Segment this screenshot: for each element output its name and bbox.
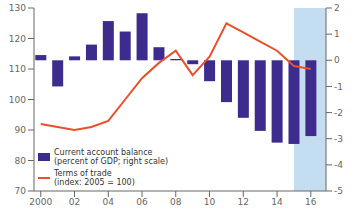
html-text:(index: 2005 = 100): (index: 2005 = 100) bbox=[54, 178, 135, 187]
svg-text:120: 120 bbox=[9, 34, 26, 44]
svg-text:-1: -1 bbox=[334, 82, 343, 92]
html-text:Terms of trade: Terms of trade bbox=[54, 169, 112, 178]
svg-text:100: 100 bbox=[9, 95, 26, 105]
svg-text:0: 0 bbox=[334, 55, 340, 65]
svg-text:90: 90 bbox=[15, 125, 27, 135]
svg-text:70: 70 bbox=[15, 186, 27, 196]
svg-text:14: 14 bbox=[271, 197, 283, 207]
svg-text:2: 2 bbox=[334, 3, 340, 13]
svg-text:04: 04 bbox=[103, 197, 115, 207]
svg-text:08: 08 bbox=[170, 197, 182, 207]
svg-text:-3: -3 bbox=[334, 134, 343, 144]
svg-text:-5: -5 bbox=[334, 186, 343, 196]
svg-text:02: 02 bbox=[69, 197, 80, 207]
svg-text:130: 130 bbox=[9, 3, 26, 13]
html-text:Current account balance: Current account balance bbox=[54, 148, 153, 157]
svg-text:16: 16 bbox=[305, 197, 317, 207]
svg-text:12: 12 bbox=[238, 197, 249, 207]
svg-text:-2: -2 bbox=[334, 108, 343, 118]
svg-text:1: 1 bbox=[334, 29, 340, 39]
html-text:(percent of GDP; right scale): (percent of GDP; right scale) bbox=[54, 157, 169, 166]
svg-text:10: 10 bbox=[204, 197, 216, 207]
svg-text:110: 110 bbox=[9, 64, 26, 74]
svg-text:80: 80 bbox=[15, 156, 27, 166]
svg-text:06: 06 bbox=[136, 197, 148, 207]
svg-text:-4: -4 bbox=[334, 160, 343, 170]
svg-text:2000: 2000 bbox=[29, 197, 52, 207]
